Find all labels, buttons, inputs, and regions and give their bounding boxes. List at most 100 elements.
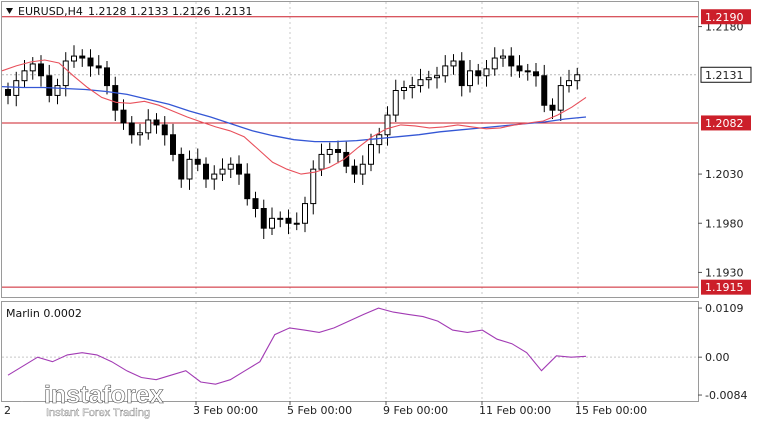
candle-body [549, 104, 556, 111]
price-tick-label: 1.1930 [705, 266, 744, 279]
candle [475, 63, 482, 85]
candle [71, 45, 77, 68]
candle [376, 127, 383, 154]
candle [260, 199, 267, 239]
candle [425, 70, 432, 89]
symbol-label: EURUSD,H4 [18, 5, 83, 18]
level-tag-upper [701, 9, 751, 25]
current-price-label: 1.2131 [705, 69, 744, 82]
candle [252, 191, 259, 218]
candle [120, 99, 127, 130]
candle [13, 71, 20, 107]
candle-body [38, 63, 44, 77]
candle [186, 150, 193, 190]
candle [384, 106, 391, 146]
candle-body [458, 60, 465, 87]
candle-body [236, 163, 242, 175]
instaforex-watermark: instaforex Instant Forex Trading [4, 377, 164, 419]
candle-body [318, 153, 325, 170]
candle-body [120, 109, 127, 124]
candle [442, 55, 449, 83]
candle-body [483, 68, 490, 77]
candle [467, 60, 473, 93]
candle [541, 64, 548, 113]
candle-body [508, 55, 515, 67]
candle [516, 55, 523, 78]
candle [211, 165, 218, 190]
candle-body [244, 173, 251, 200]
grid [195, 2, 579, 401]
candle-body [194, 158, 201, 165]
level-tag-lower-label: 1.1915 [705, 281, 744, 294]
candle [145, 109, 152, 140]
candle-body [219, 168, 226, 175]
candle-body [112, 85, 119, 111]
instaforex-logo-icon [4, 377, 40, 413]
time-label: 9 Feb 00:00 [383, 404, 448, 417]
candle [310, 160, 317, 215]
candle-body [54, 85, 61, 96]
candle-body [252, 198, 259, 210]
symbol-dropdown-icon[interactable] [6, 8, 13, 14]
candle [302, 196, 308, 233]
candle-body [277, 217, 284, 220]
candle-body [178, 153, 185, 180]
candle-body [376, 134, 383, 146]
candle [483, 60, 490, 87]
candle [137, 123, 143, 146]
candle-body [384, 114, 391, 136]
candle-body [13, 80, 20, 96]
candle-body [79, 55, 86, 59]
candle-body [450, 60, 457, 67]
candle-body [62, 60, 69, 87]
candle [351, 159, 358, 183]
candle [318, 143, 325, 177]
candle-body [574, 74, 581, 82]
candle [178, 147, 185, 188]
candle [359, 155, 366, 185]
watermark-tagline: Instant Forex Trading [46, 407, 150, 419]
candle-body [310, 168, 317, 205]
candle-body [104, 67, 110, 87]
candle-body [71, 55, 77, 62]
candle [244, 163, 251, 206]
candle [401, 80, 407, 100]
candle [128, 116, 135, 144]
candle-body [425, 77, 432, 81]
candle-body [541, 75, 548, 106]
candle-body [95, 65, 102, 69]
candle [491, 47, 498, 76]
candle-body [566, 80, 572, 87]
candle [335, 140, 341, 164]
oscillator-line [7, 307, 587, 385]
candle-body [29, 63, 36, 72]
candle [450, 54, 457, 75]
candle-body [170, 134, 176, 155]
candle [458, 52, 465, 97]
level-tag-middle [701, 115, 751, 131]
candle [112, 76, 119, 121]
level-tag-middle-label: 1.2082 [705, 117, 744, 130]
level-tag-lower [701, 279, 751, 295]
candle-body [351, 165, 358, 175]
candle-body [145, 119, 152, 134]
candle [203, 157, 209, 188]
ma-fast-line [1, 59, 587, 175]
candle-body [285, 217, 292, 224]
candle-body [533, 71, 539, 77]
candle-body [524, 70, 531, 73]
ma-slow-line [1, 85, 587, 143]
candle-body [417, 79, 424, 87]
time-label: 5 Feb 00:00 [287, 404, 352, 417]
candle-body [434, 75, 440, 79]
candle [392, 79, 399, 122]
candle [21, 60, 28, 88]
candle [194, 148, 201, 172]
candle-body [21, 70, 28, 82]
candle [87, 49, 94, 77]
candle-body [326, 149, 333, 155]
candle [269, 207, 275, 236]
candle-body [153, 119, 160, 126]
candle-body [5, 89, 11, 96]
